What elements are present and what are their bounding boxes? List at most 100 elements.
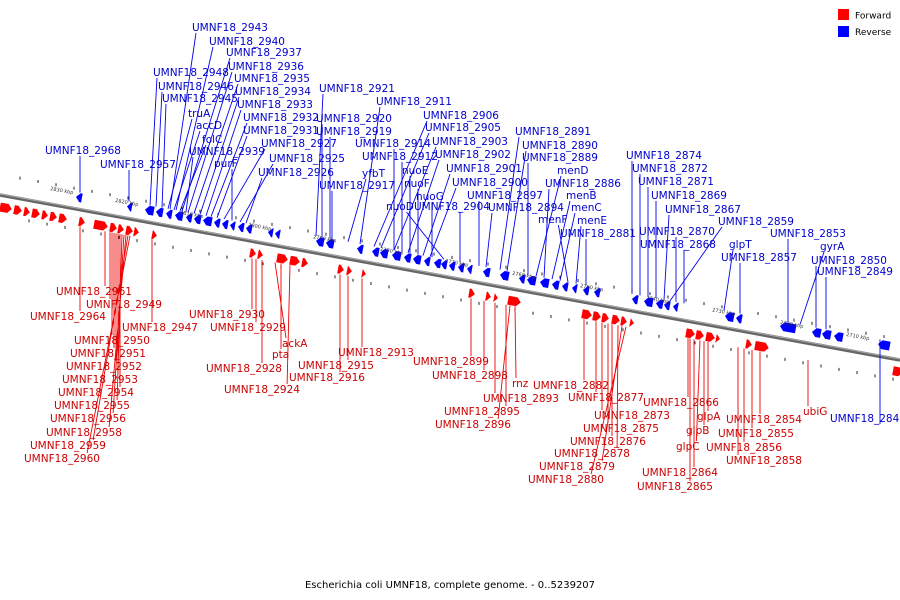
reverse-gene-arrow <box>552 280 560 290</box>
reverse-gene-arrow <box>664 301 671 311</box>
legend-reverse-swatch <box>838 26 849 37</box>
reverse-gene-leader <box>557 224 569 283</box>
kbp-marker: 2750 kbp <box>580 283 604 293</box>
forward-gene-leader <box>274 262 287 339</box>
reverse-gene-arrow <box>372 247 380 257</box>
reverse-gene-label: nuoD <box>386 201 414 213</box>
forward-gene-label: UMNF18_2961 <box>56 286 132 298</box>
reverse-gene-label: UMNF18_2931 <box>243 125 319 137</box>
forward-gene-arrow <box>337 264 344 274</box>
reverse-gene-label: UMNF18_2894 <box>488 202 564 214</box>
reverse-gene-arrow <box>583 286 590 296</box>
forward-gene-arrow <box>109 222 117 233</box>
reverse-gene-leader <box>359 106 381 245</box>
forward-gene-label: rnz <box>512 378 529 390</box>
reverse-gene-arrow <box>357 244 364 254</box>
forward-gene-label: UMNF18_2878 <box>554 448 630 460</box>
forward-gene-label: UMNF18_2866 <box>643 397 719 409</box>
reverse-gene-label: nuoE <box>402 165 428 177</box>
reverse-gene-arrow <box>878 340 891 351</box>
reverse-gene-label: UMNF18_2891 <box>515 126 591 138</box>
forward-gene-label: UMNF18_2924 <box>224 384 300 396</box>
reverse-gene-label: UMNF18_2926 <box>258 167 334 179</box>
forward-gene-label: UMNF18_2954 <box>58 387 134 399</box>
forward-gene-arrow <box>705 332 715 342</box>
forward-gene-label: UMNF18_2952 <box>66 361 142 373</box>
reverse-gene-leader <box>543 188 550 278</box>
forward-gene-label: UMNF18_2928 <box>206 363 282 375</box>
reverse-gene-leader <box>347 178 367 242</box>
forward-gene-label: UMNF18_2854 <box>726 414 802 426</box>
reverse-gene-leader <box>173 130 201 211</box>
kbp-marker: 2760 kbp <box>512 271 536 281</box>
reverse-gene-label: menC <box>571 202 602 214</box>
forward-gene-label: UMNF18_2949 <box>86 299 162 311</box>
reverse-gene-leader <box>723 249 734 311</box>
reverse-gene-label: UMNF18_2881 <box>560 228 636 240</box>
forward-gene-label: UMNF18_2880 <box>528 474 604 486</box>
forward-gene-arrow <box>485 291 491 301</box>
reverse-gene-leader <box>499 136 520 270</box>
legend: Forward Reverse <box>838 9 892 38</box>
reverse-gene-arrow <box>644 297 654 308</box>
reverse-gene-leader <box>205 109 242 216</box>
forward-gene-arrow <box>41 210 48 220</box>
reverse-gene-arrow <box>175 211 184 221</box>
reverse-gene-label: UMNF18_2927 <box>261 138 337 150</box>
reverse-gene-label: gyrA <box>820 241 845 253</box>
reverse-gene-label: UMNF18_2846 <box>830 413 900 425</box>
reverse-gene-label: UMNF18_2867 <box>665 204 741 216</box>
reverse-gene-label: purF <box>214 158 238 170</box>
reverse-gene-arrow <box>203 216 213 227</box>
reverse-gene-label: UMNF18_2933 <box>237 99 313 111</box>
forward-gene-label: UMNF18_2893 <box>483 393 559 405</box>
forward-gene-arrow <box>620 316 627 326</box>
forward-gene-label: UMNF18_2960 <box>24 453 100 465</box>
forward-gene-label: UMNF18_2959 <box>30 440 106 452</box>
reverse-gene-label: UMNF18_2945 <box>162 93 238 105</box>
reverse-gene-label: UMNF18_2940 <box>209 36 285 48</box>
reverse-gene-label: truA <box>188 108 211 120</box>
forward-gene-arrow <box>0 202 12 213</box>
forward-gene-arrow <box>289 255 300 266</box>
reverse-gene-arrow <box>656 299 664 309</box>
reverse-gene-leader <box>187 71 233 213</box>
reverse-gene-label: UMNF18_2903 <box>432 136 508 148</box>
reverse-gene-label: UMNF18_2919 <box>316 126 392 138</box>
forward-gene-label: UMNF18_2964 <box>30 311 106 323</box>
reverse-gene-arrow <box>238 222 245 233</box>
forward-gene-arrow <box>133 227 139 237</box>
forward-gene-label: UMNF18_2916 <box>289 372 365 384</box>
reverse-gene-arrow <box>594 288 601 298</box>
reverse-gene-arrow <box>725 312 735 322</box>
reverse-gene-leader <box>193 83 239 214</box>
forward-gene-label: UMNF18_2877 <box>568 392 644 404</box>
reverse-gene-arrow <box>214 218 221 228</box>
reverse-gene-arrow <box>392 251 402 261</box>
genome-backbone <box>0 193 900 362</box>
forward-gene-arrow <box>249 248 256 258</box>
reverse-gene-leader <box>149 77 158 206</box>
forward-gene-arrow <box>715 333 720 343</box>
forward-gene-arrow <box>507 295 521 307</box>
reverse-gene-label: UMNF18_2850 <box>811 255 887 267</box>
reverse-gene-leader <box>799 251 825 325</box>
reverse-gene-arrow <box>424 257 431 267</box>
reverse-gene-arrow <box>127 202 133 212</box>
forward-gene-label: pta <box>272 349 289 361</box>
reverse-gene-arrow <box>673 302 679 312</box>
reverse-gene-label: UMNF18_2937 <box>226 47 302 59</box>
reverse-gene-leader <box>185 156 194 213</box>
reverse-gene-leader <box>669 226 723 302</box>
forward-gene-label: UMNF18_2865 <box>637 481 713 493</box>
forward-gene-label: UMNF18_2898 <box>432 370 508 382</box>
reverse-gene-label: accD <box>196 120 222 132</box>
forward-gene-label: UMNF18_2915 <box>298 360 374 372</box>
reverse-gene-label: UMNF18_2939 <box>189 146 265 158</box>
forward-gene-arrow <box>629 318 634 327</box>
kbp-marker: 2770 kbp <box>445 258 469 268</box>
forward-gene-leader <box>497 305 511 420</box>
reverse-gene-leader <box>175 46 214 211</box>
reverse-gene-label: UMNF18_2890 <box>522 140 598 152</box>
reverse-gene-arrow <box>380 248 389 259</box>
